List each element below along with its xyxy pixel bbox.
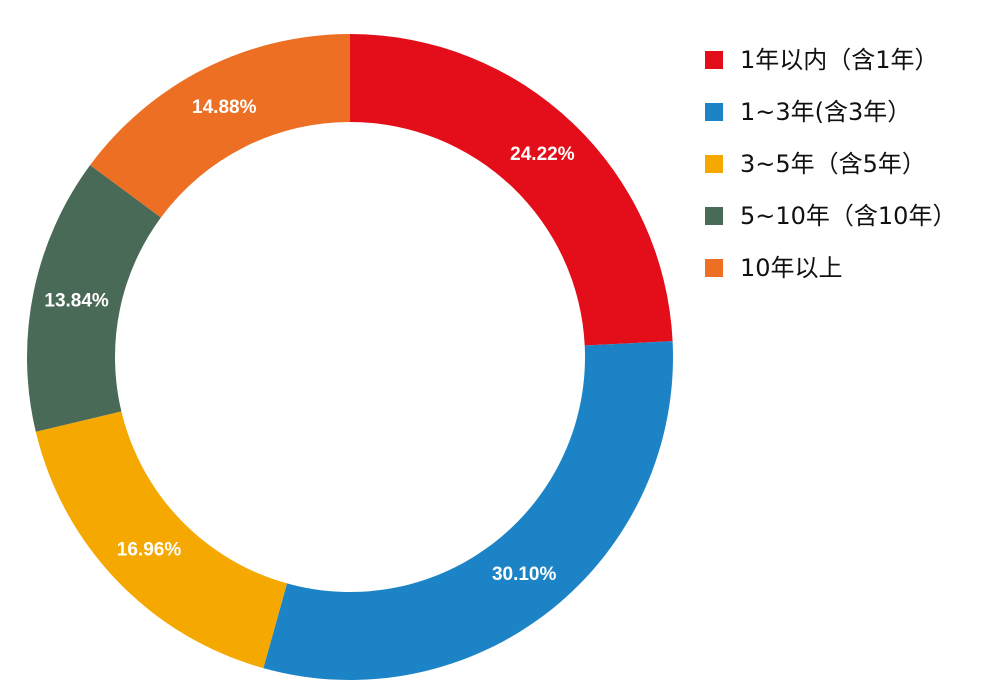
donut-slice bbox=[26, 165, 161, 432]
donut-slice bbox=[350, 34, 673, 346]
donut-slice bbox=[90, 34, 350, 218]
value-label: 30.10% bbox=[492, 564, 557, 585]
legend-swatch bbox=[705, 51, 723, 69]
legend-label: 5~10年（含10年） bbox=[740, 202, 956, 230]
legend-swatch bbox=[705, 155, 723, 173]
value-label: 16.96% bbox=[117, 540, 182, 561]
legend-swatch bbox=[705, 207, 723, 225]
legend-label: 10年以上 bbox=[740, 254, 843, 282]
legend-label: 1年以内（含1年） bbox=[740, 46, 939, 74]
legend-label: 1~3年(含3年） bbox=[740, 98, 911, 126]
value-label: 13.84% bbox=[44, 290, 109, 311]
legend-label: 3~5年（含5年） bbox=[740, 150, 926, 178]
value-label: 24.22% bbox=[510, 144, 575, 165]
legend-swatch bbox=[705, 103, 723, 121]
donut-slice bbox=[35, 411, 287, 669]
legend-swatch bbox=[705, 259, 723, 277]
donut-slice bbox=[263, 341, 674, 680]
value-label: 14.88% bbox=[192, 97, 257, 118]
